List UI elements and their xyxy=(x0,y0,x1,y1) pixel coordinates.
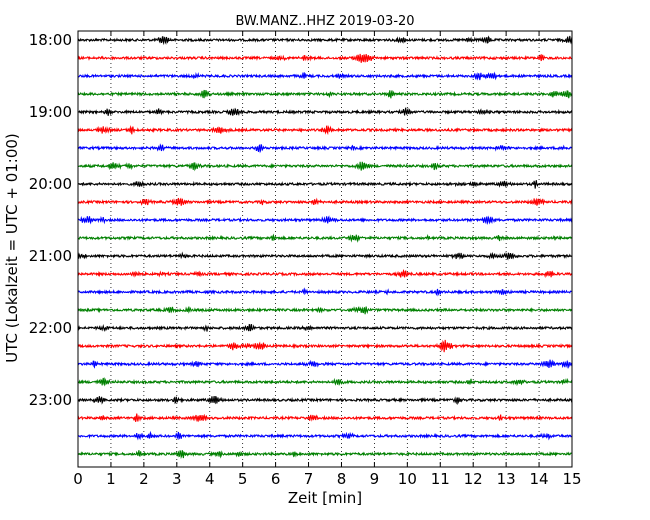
trace-2330 xyxy=(77,430,573,441)
x-axis: 0 1 2 3 4 5 6 7 8 9 10 11 12 13 14 15 xyxy=(73,31,582,488)
x-tick-label: 8 xyxy=(337,470,347,488)
trace-2000 xyxy=(77,180,573,189)
trace-2315 xyxy=(77,413,573,423)
y-tick-label: 23:00 xyxy=(29,391,72,409)
x-tick-label: 1 xyxy=(106,470,116,488)
trace-1945 xyxy=(77,161,573,172)
y-tick-label: 22:00 xyxy=(29,319,72,337)
trace-2045 xyxy=(78,233,573,243)
trace-1915 xyxy=(77,124,573,136)
y-tick-label: 19:00 xyxy=(29,103,72,121)
x-tick-label: 10 xyxy=(398,470,417,488)
trace-2200 xyxy=(77,323,573,333)
x-tick-label: 7 xyxy=(304,470,314,488)
trace-1845 xyxy=(77,89,573,99)
x-axis-label: Zeit [min] xyxy=(288,489,362,507)
y-axis: 18:00 19:00 20:00 21:00 22:00 23:00 xyxy=(29,31,572,409)
trace-1815 xyxy=(77,53,573,63)
trace-2015 xyxy=(77,197,573,206)
trace-1930 xyxy=(77,143,573,154)
x-tick-label: 3 xyxy=(172,470,182,488)
trace-2130 xyxy=(77,287,573,297)
trace-2145 xyxy=(77,305,573,315)
y-axis-label: UTC (Lokalzeit = UTC + 01:00) xyxy=(3,133,21,363)
trace-2345 xyxy=(77,450,573,460)
y-tick-label: 20:00 xyxy=(29,175,72,193)
trace-1830 xyxy=(77,71,573,81)
y-tick-label: 21:00 xyxy=(29,247,72,265)
x-tick-label: 4 xyxy=(205,470,215,488)
trace-2030 xyxy=(77,215,573,225)
x-tick-label: 5 xyxy=(238,470,248,488)
trace-1800 xyxy=(77,35,573,46)
trace-2115 xyxy=(77,269,573,279)
chart-title: BW.MANZ..HHZ 2019-03-20 xyxy=(235,14,414,29)
trace-2230 xyxy=(77,359,573,369)
x-tick-label: 14 xyxy=(530,470,549,488)
x-tick-label: 12 xyxy=(464,470,483,488)
x-tick-label: 6 xyxy=(271,470,281,488)
trace-2300 xyxy=(77,395,573,406)
y-tick-label: 18:00 xyxy=(29,31,72,49)
trace-2245 xyxy=(77,377,573,387)
x-tick-label: 9 xyxy=(370,470,380,488)
seismogram-traces xyxy=(77,35,573,460)
plot-frame xyxy=(77,30,573,468)
trace-1900 xyxy=(77,107,573,117)
trace-2100 xyxy=(77,251,573,261)
x-tick-label: 11 xyxy=(431,470,450,488)
x-tick-label: 0 xyxy=(73,470,83,488)
x-tick-label: 13 xyxy=(497,470,516,488)
x-tick-label: 15 xyxy=(562,470,581,488)
trace-2215 xyxy=(77,339,573,353)
vertical-grid xyxy=(110,31,540,467)
x-tick-label: 2 xyxy=(139,470,149,488)
